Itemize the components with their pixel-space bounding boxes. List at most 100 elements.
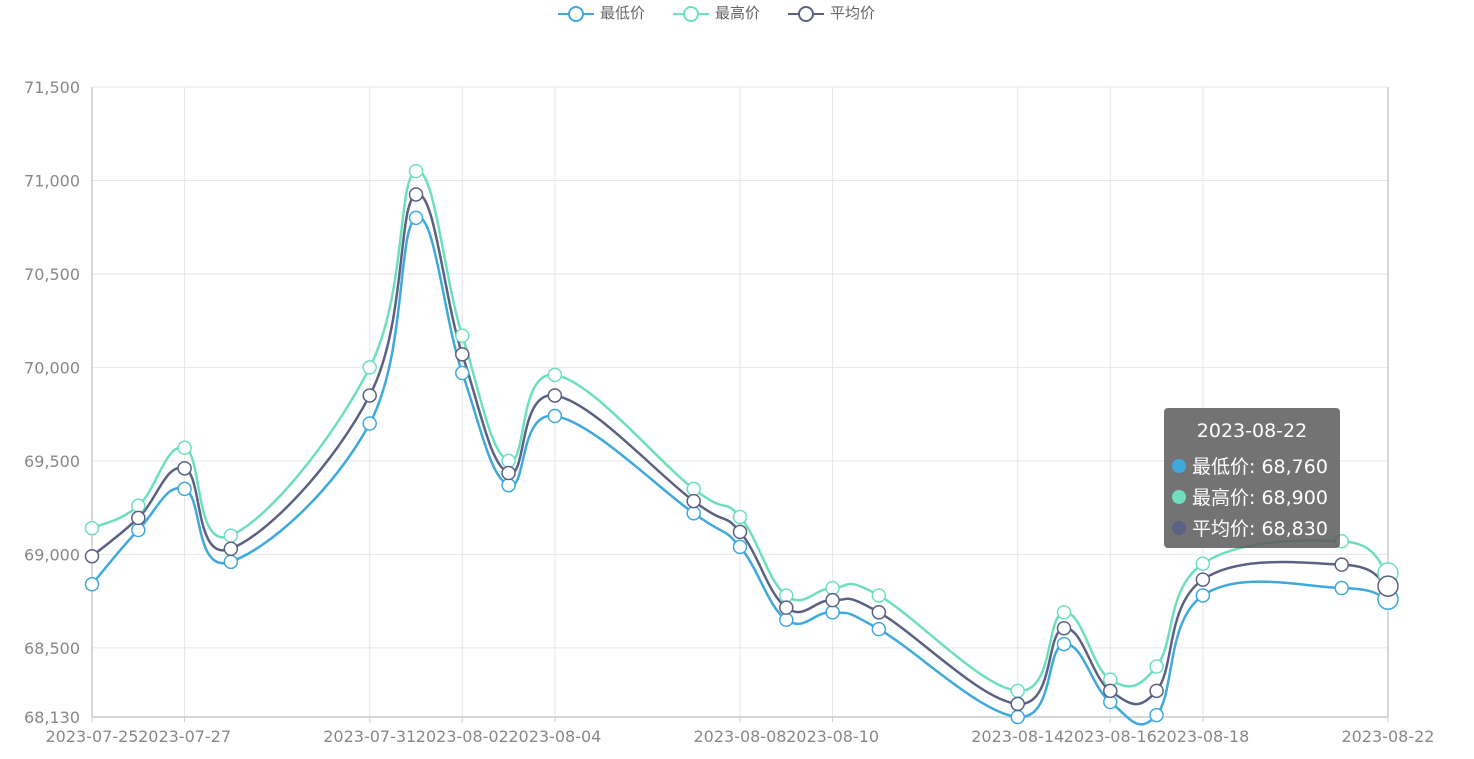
data-point-min-price <box>871 621 887 637</box>
data-point-max-price <box>1195 556 1211 571</box>
data-point-avg-price <box>871 605 887 620</box>
data-point-min-price <box>779 612 794 628</box>
data-point-max-price <box>1056 605 1072 620</box>
x-tick-label: 2023-08-22 <box>1342 727 1435 746</box>
data-point-avg-price <box>84 548 100 564</box>
legend-label-avg-price: 平均价 <box>830 3 876 22</box>
legend: 最低价 最高价 平均价 <box>0 0 1474 24</box>
tooltip: 2023-08-22 最低价: 68,760 最高价: 68,900 平均价: … <box>1164 408 1340 548</box>
data-point-max-price <box>501 453 516 469</box>
data-point-avg-price <box>223 541 239 557</box>
x-tick-label: 2023-08-18 <box>1156 727 1249 746</box>
data-point-max-price <box>871 588 887 603</box>
data-point-avg-price <box>825 592 840 608</box>
data-point-max-price <box>362 360 377 375</box>
data-point-min-price <box>1334 580 1349 596</box>
y-tick-label: 68,130 <box>24 708 80 727</box>
tooltip-row-avg-price: 平均价: 68,830 <box>1172 514 1328 541</box>
data-point-avg-price <box>732 524 748 540</box>
data-point-min-price <box>825 605 840 620</box>
tooltip-row-label: 最高价: 68,900 <box>1192 487 1328 509</box>
data-point-min-price <box>547 408 563 424</box>
y-tick-label: 70,000 <box>24 358 80 377</box>
data-point-max-price <box>131 498 146 514</box>
data-point-min-price <box>362 416 377 431</box>
series-line-avg-price <box>91 193 1389 706</box>
data-point-max-price <box>779 588 794 603</box>
data-point-avg-price <box>686 493 701 509</box>
legend-item-max-price[interactable]: 最高价 <box>671 0 760 24</box>
data-point-min-price <box>1010 709 1025 725</box>
legend-line-circle-icon <box>788 6 824 22</box>
data-point-avg-price <box>1103 683 1118 699</box>
tooltip-row-min-price: 最低价: 68,760 <box>1172 452 1328 479</box>
data-point-max-price <box>223 528 239 543</box>
data-point-max-price <box>1149 659 1164 674</box>
legend-line-circle-icon <box>673 6 709 22</box>
data-point-avg-price <box>547 388 563 403</box>
data-point-min-price <box>84 577 100 592</box>
legend-line-circle-icon <box>558 6 594 22</box>
series-dot-icon <box>1172 458 1186 473</box>
data-point-avg-price <box>1010 696 1025 712</box>
data-point-min-price <box>732 539 748 555</box>
data-point-avg-price <box>362 388 377 403</box>
data-point-max-price <box>686 481 701 497</box>
data-point-max-price <box>408 163 424 179</box>
data-point-min-price <box>1056 636 1072 652</box>
data-point-avg-price <box>779 600 794 615</box>
legend-item-min-price[interactable]: 最低价 <box>556 0 645 24</box>
data-point-avg-price <box>177 461 192 476</box>
x-tick-label: 2023-08-14 <box>971 727 1064 746</box>
data-point-min-price <box>131 522 146 538</box>
data-point-max-price <box>177 440 192 456</box>
data-point-avg-price <box>1056 620 1072 636</box>
data-point-max-price <box>455 328 470 343</box>
data-point-min-price <box>223 554 239 570</box>
data-point-min-price <box>686 505 701 521</box>
series-line-max-price <box>91 169 1389 693</box>
tooltip-title: 2023-08-22 <box>1196 420 1308 442</box>
x-tick-label: 2023-08-04 <box>508 727 601 746</box>
tooltip-row-label: 平均价: 68,830 <box>1192 518 1328 540</box>
data-point-min-price <box>1195 588 1211 603</box>
data-point-min-price <box>455 365 470 381</box>
tooltip-row-max-price: 最高价: 68,900 <box>1172 483 1328 510</box>
data-point-avg-price <box>1377 575 1399 597</box>
data-point-min-price <box>408 210 424 226</box>
data-point-max-price <box>84 520 100 536</box>
data-point-max-price <box>1010 683 1025 699</box>
x-tick-label: 2023-08-16 <box>1064 727 1157 746</box>
data-point-min-price <box>1149 707 1164 723</box>
x-tick-label: 2023-08-08 <box>694 727 787 746</box>
legend-label-max-price: 最高价 <box>715 3 761 22</box>
data-point-min-price <box>177 481 192 497</box>
data-point-max-price <box>547 367 563 383</box>
series-line-min-price <box>91 216 1389 726</box>
tooltip-row-label: 最低价: 68,760 <box>1192 456 1328 478</box>
data-point-avg-price <box>1195 572 1211 587</box>
x-tick-label: 2023-07-31 <box>323 727 416 746</box>
y-tick-label: 70,500 <box>24 265 80 284</box>
data-point-max-price <box>732 509 748 525</box>
y-tick-label: 71,500 <box>24 78 80 97</box>
x-tick-label: 2023-07-27 <box>138 727 231 746</box>
y-tick-label: 71,000 <box>24 171 80 190</box>
y-tick-label: 68,500 <box>24 639 80 658</box>
data-point-avg-price <box>131 510 146 526</box>
data-point-avg-price <box>455 347 470 362</box>
data-point-avg-price <box>1149 683 1164 699</box>
x-tick-label: 2023-07-25 <box>46 727 139 746</box>
y-tick-label: 69,000 <box>24 545 80 564</box>
data-point-min-price <box>501 477 516 493</box>
data-point-max-price <box>825 580 840 596</box>
legend-label-min-price: 最低价 <box>600 3 646 22</box>
x-tick-label: 2023-08-02 <box>416 727 509 746</box>
legend-item-avg-price[interactable]: 平均价 <box>786 0 875 24</box>
x-tick-label: 2023-08-10 <box>786 727 879 746</box>
series-dot-icon <box>1172 520 1186 535</box>
data-point-avg-price <box>1334 557 1349 572</box>
series-dot-icon <box>1172 489 1186 504</box>
